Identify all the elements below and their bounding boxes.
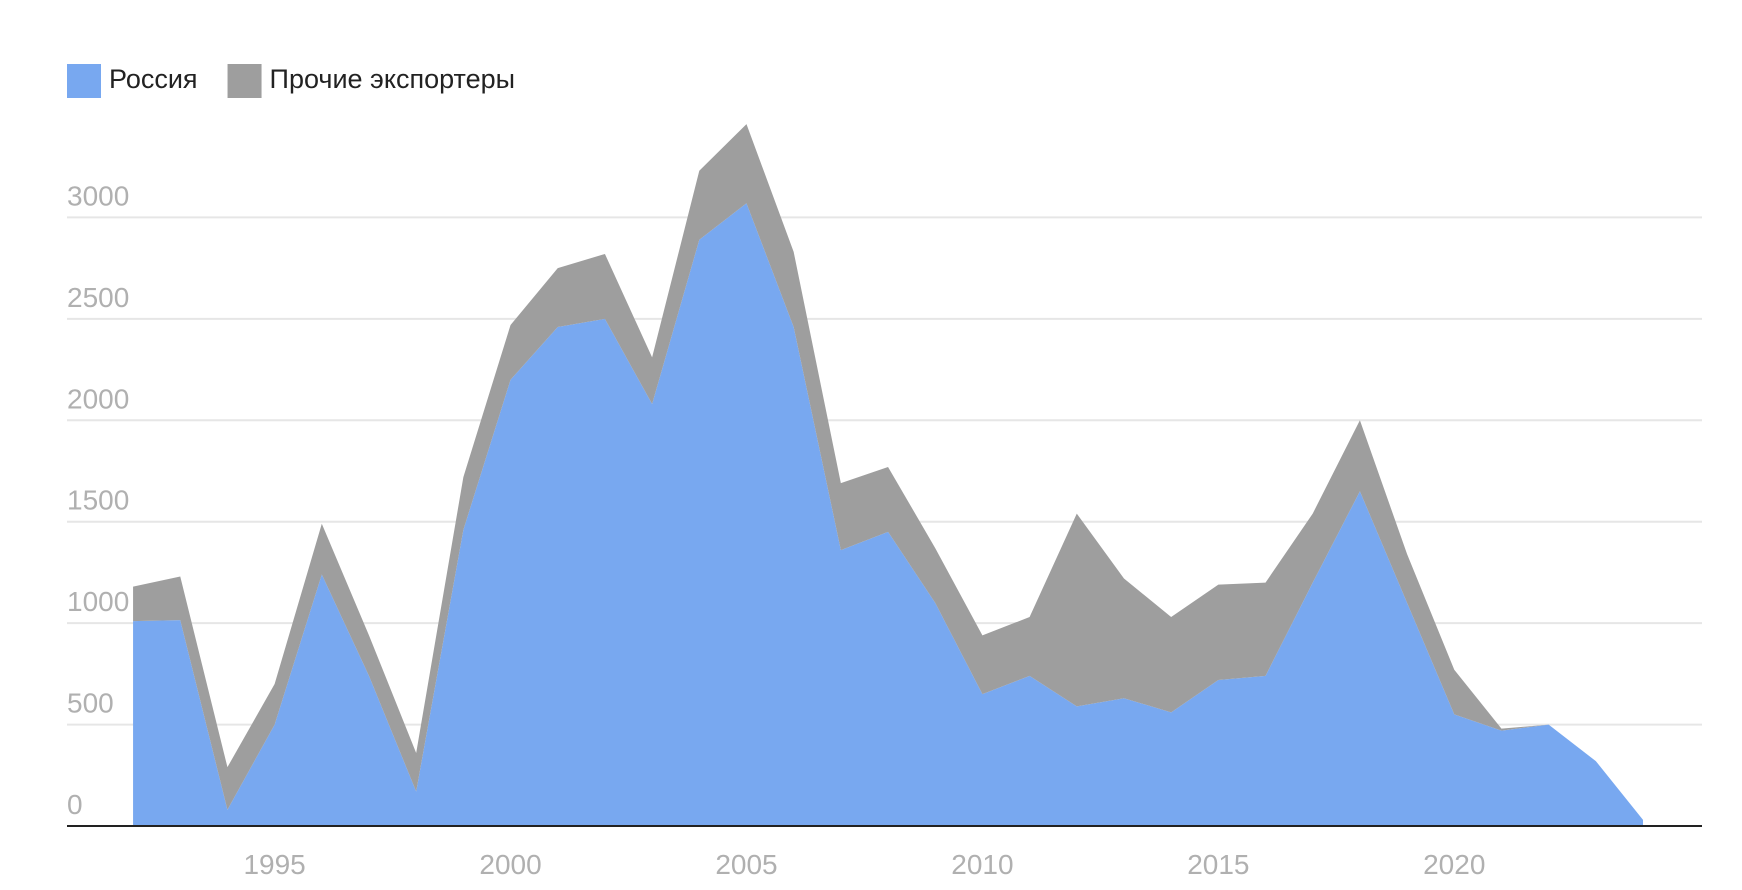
legend-swatch: [67, 64, 101, 98]
legend-swatch: [227, 64, 262, 98]
x-tick-label: 2020: [1423, 849, 1485, 880]
x-tick-label: 2000: [479, 849, 541, 880]
y-tick-label: 0: [67, 789, 83, 820]
y-tick-label: 3000: [67, 180, 129, 211]
x-tick-label: 2015: [1187, 849, 1249, 880]
area: [133, 124, 1644, 820]
y-tick-label: 2500: [67, 282, 129, 313]
legend-label: Россия: [109, 64, 198, 94]
x-tick-label: 1995: [243, 849, 305, 880]
x-tick-label: 2010: [951, 849, 1013, 880]
x-tick-label: 2005: [715, 849, 777, 880]
y-tick-label: 1000: [67, 586, 129, 617]
legend-label: Прочие экспортеры: [270, 64, 515, 94]
y-tick-label: 500: [67, 688, 114, 719]
y-tick-label: 1500: [67, 485, 129, 516]
y-tick-label: 2000: [67, 383, 129, 414]
area: [133, 203, 1644, 826]
